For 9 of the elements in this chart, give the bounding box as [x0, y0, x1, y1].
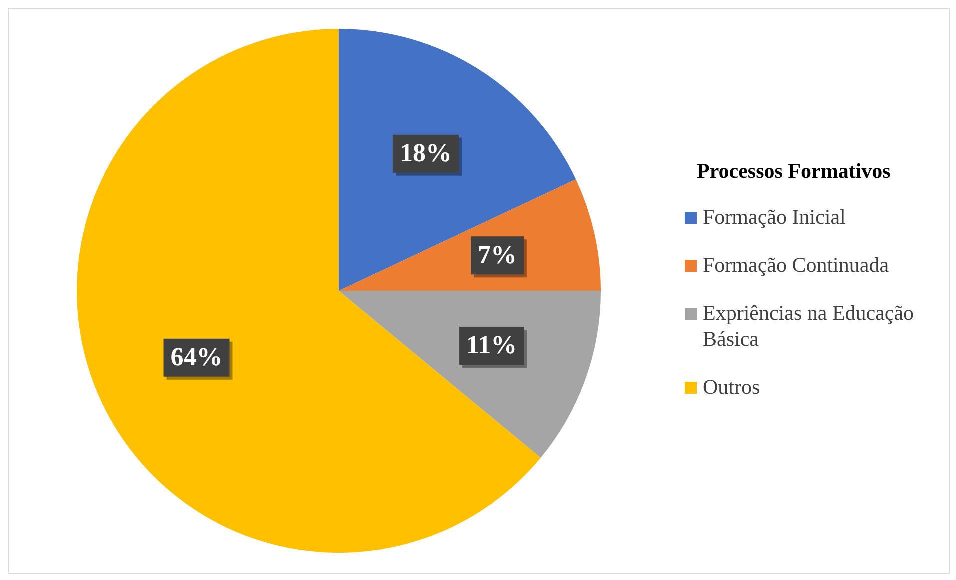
legend-label: Formação Continuada [703, 252, 890, 278]
legend-title: Processos Formativos [697, 159, 892, 184]
data-label: 64% [170, 342, 223, 372]
legend-label: Formação Inicial [703, 204, 846, 230]
data-label: 11% [466, 330, 518, 360]
legend-label: Expriências na Educação Básica [703, 300, 916, 352]
legend-label: Outros [703, 374, 760, 400]
data-label: 18% [400, 138, 452, 168]
data-label: 7% [478, 240, 518, 270]
